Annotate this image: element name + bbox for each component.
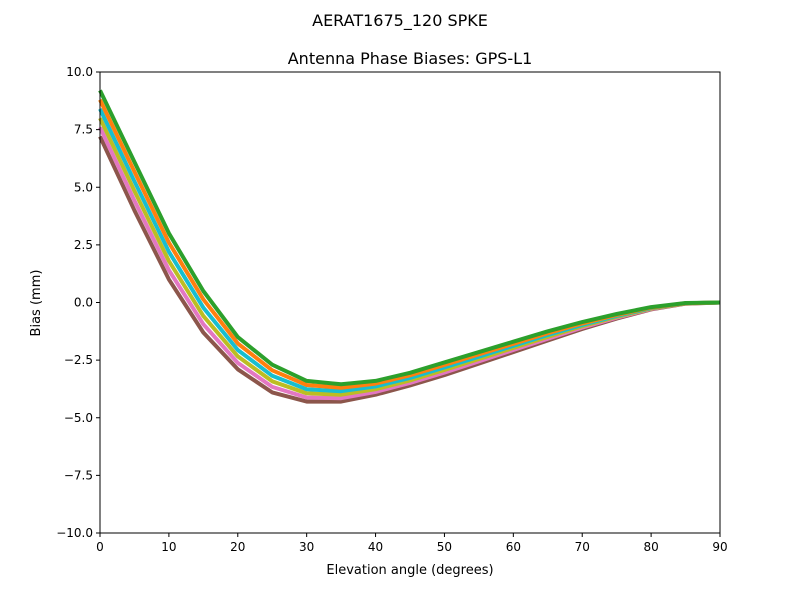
y-tick-label: 5.0 [74, 180, 93, 194]
y-tick-label: −2.5 [64, 353, 93, 367]
y-tick-label: 10.0 [66, 65, 93, 79]
x-tick-label: 60 [506, 540, 521, 554]
series-line-2 [98, 117, 721, 397]
series-line-4 [98, 98, 721, 390]
series-lines [98, 89, 721, 404]
x-tick-label: 0 [96, 540, 104, 554]
y-tick-label: −5.0 [64, 411, 93, 425]
y-tick-label: 7.5 [74, 123, 93, 137]
x-tick-label: 50 [437, 540, 452, 554]
series-line-3 [98, 108, 721, 394]
y-tick-label: −10.0 [56, 526, 93, 540]
series-line-1 [98, 126, 721, 401]
x-tick-label: 80 [643, 540, 658, 554]
plot-frame [99, 71, 721, 534]
y-tick-label: −7.5 [64, 468, 93, 482]
series-line-0 [98, 135, 721, 404]
chart-title: Antenna Phase Biases: GPS-L1 [288, 49, 533, 68]
x-tick-label: 70 [575, 540, 590, 554]
series-line-5 [98, 89, 721, 387]
y-tick-label: 2.5 [74, 238, 93, 252]
axis-ticks: 0 10 20 30 40 50 60 70 80 90 −10.0 −7.5 −5.0 −2.5 0.0 2… [56, 65, 727, 554]
y-axis-label: Bias (mm) [29, 270, 44, 337]
x-tick-label: 40 [368, 540, 383, 554]
y-tick-label: 0.0 [74, 296, 93, 310]
x-tick-label: 90 [712, 540, 727, 554]
x-tick-label: 30 [299, 540, 314, 554]
x-tick-label: 20 [230, 540, 245, 554]
x-axis-label: Elevation angle (degrees) [326, 563, 493, 578]
chart-suptitle: AERAT1675_120 SPKE [312, 11, 488, 31]
x-tick-label: 10 [161, 540, 176, 554]
